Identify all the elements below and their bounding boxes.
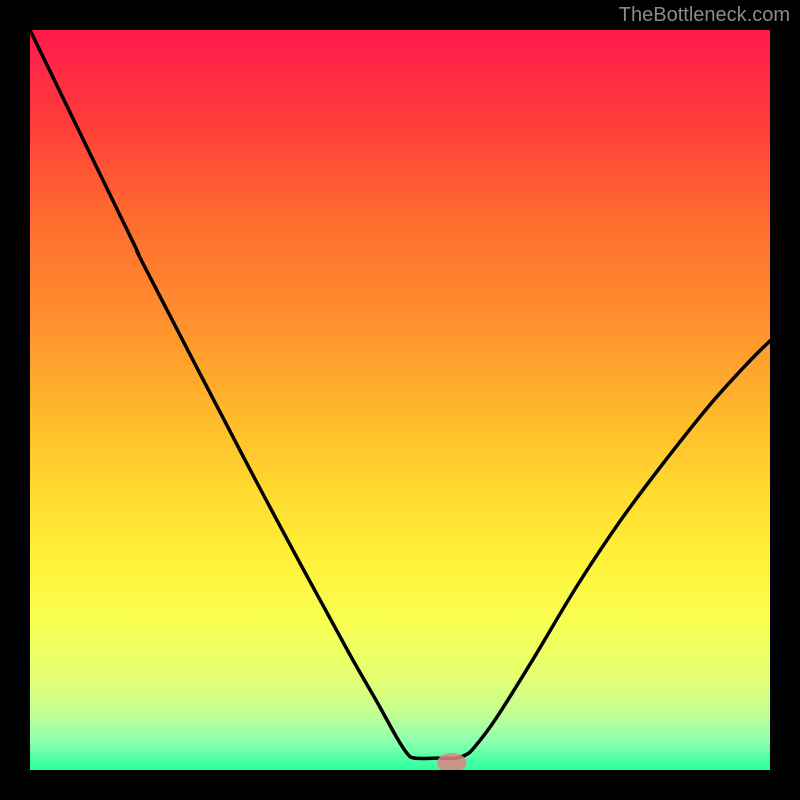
chart-svg <box>30 30 770 770</box>
chart-background <box>30 30 770 770</box>
watermark-text: TheBottleneck.com <box>619 4 790 27</box>
bottleneck-chart <box>30 30 770 770</box>
